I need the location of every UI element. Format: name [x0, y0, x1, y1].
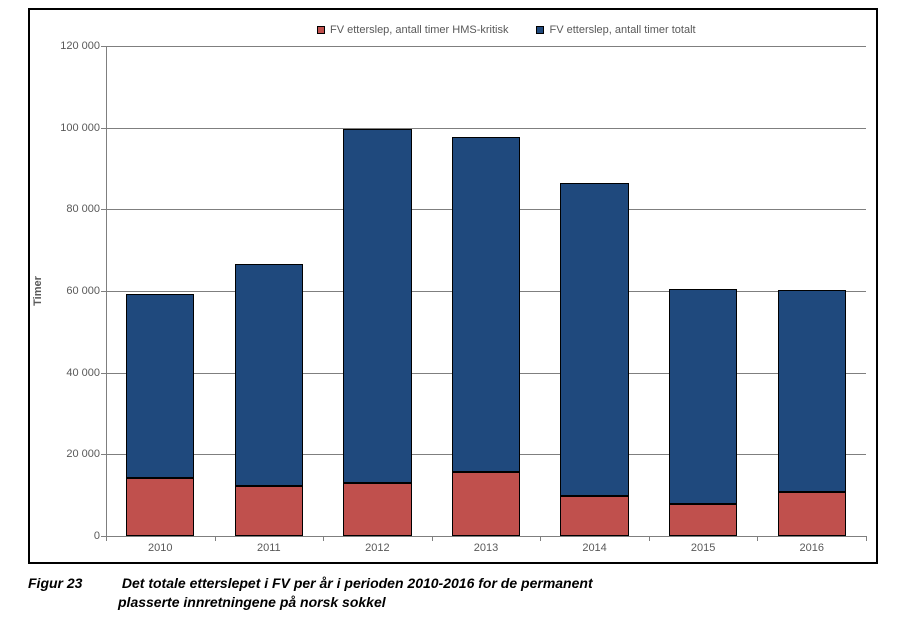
x-tick-label: 2013 — [474, 536, 498, 554]
x-tick-mark — [323, 536, 324, 541]
x-tick-label: 2011 — [257, 536, 281, 554]
figure-caption-line1: Det totale etterslepet i FV per år i per… — [122, 575, 593, 591]
y-tick-label: 60 000 — [66, 285, 106, 297]
y-axis-line — [106, 46, 107, 536]
y-tick-label: 0 — [94, 530, 106, 542]
figure-container: 0 20 000 40 000 60 000 80 000 100 000 120 000 2… — [0, 0, 907, 630]
x-tick-mark — [757, 536, 758, 541]
legend: FV etterslep, antall timer HMS-kritisk FV… — [317, 24, 696, 36]
bar-segment — [343, 129, 411, 483]
x-tick-mark — [106, 536, 107, 541]
y-tick-label: 100 000 — [60, 122, 106, 134]
legend-item: FV etterslep, antall timer totalt — [536, 24, 695, 36]
bar-segment — [778, 290, 846, 493]
gridline — [106, 128, 866, 129]
x-tick-label: 2014 — [582, 536, 606, 554]
y-tick-label: 80 000 — [66, 203, 106, 215]
x-tick-mark — [866, 536, 867, 541]
chart-frame: 0 20 000 40 000 60 000 80 000 100 000 120 000 2… — [28, 8, 878, 564]
legend-label: FV etterslep, antall timer totalt — [549, 24, 695, 36]
y-axis-title: Timer — [32, 276, 44, 306]
bar-segment — [560, 496, 628, 536]
bar-segment — [126, 478, 194, 536]
x-tick-label: 2012 — [365, 536, 389, 554]
x-tick-label: 2010 — [148, 536, 172, 554]
bar-segment — [452, 137, 520, 472]
figure-label: Figur 23 — [28, 574, 118, 593]
legend-item: FV etterslep, antall timer HMS-kritisk — [317, 24, 508, 36]
x-tick-mark — [432, 536, 433, 541]
legend-label: FV etterslep, antall timer HMS-kritisk — [330, 24, 508, 36]
plot-area: 020 00040 00060 00080 000100 000120 0002… — [106, 46, 866, 536]
bar-segment — [669, 504, 737, 536]
y-tick-label: 20 000 — [66, 448, 106, 460]
figure-caption-line2: plasserte innretningene på norsk sokkel — [28, 593, 887, 612]
x-tick-mark — [215, 536, 216, 541]
bar-segment — [235, 264, 303, 486]
gridline — [106, 46, 866, 47]
bar-segment — [560, 183, 628, 496]
figure-caption: Figur 23 Det totale etterslepet i FV per… — [28, 574, 887, 612]
legend-swatch — [536, 26, 544, 34]
x-tick-label: 2016 — [799, 536, 823, 554]
x-tick-mark — [649, 536, 650, 541]
bar-segment — [126, 294, 194, 478]
legend-swatch — [317, 26, 325, 34]
bar-segment — [235, 486, 303, 536]
bar-segment — [669, 289, 737, 505]
x-tick-label: 2015 — [691, 536, 715, 554]
bar-segment — [343, 483, 411, 536]
bar-segment — [778, 492, 846, 536]
bar-segment — [452, 472, 520, 536]
x-tick-mark — [540, 536, 541, 541]
y-tick-label: 40 000 — [66, 367, 106, 379]
y-tick-label: 120 000 — [60, 40, 106, 52]
